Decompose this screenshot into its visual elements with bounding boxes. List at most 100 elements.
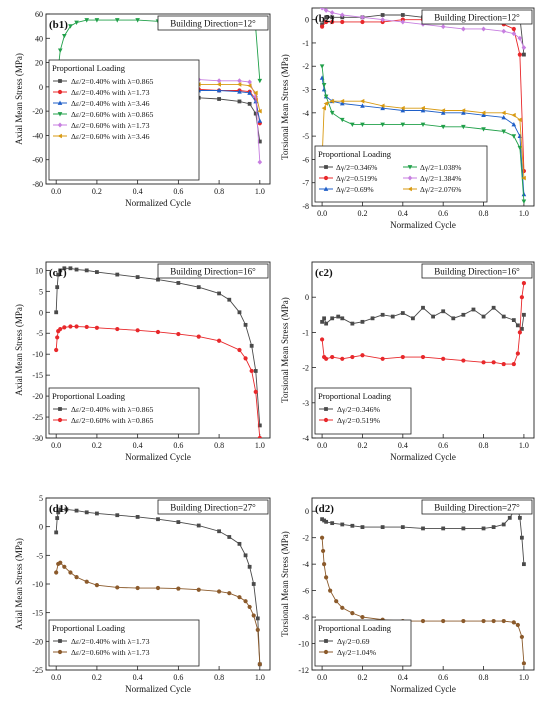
data-point [420,107,426,113]
legend-marker [57,122,63,128]
data-point [400,19,406,25]
y-tick-label: -30 [32,434,43,443]
data-point [511,26,516,32]
x-tick-label: 1.0 [519,673,529,682]
legend-entry: Δγ/2=0.69 [337,637,370,646]
legend-entry: Δγ/2=1.038% [420,163,461,172]
y-tick-label: -5 [36,329,43,338]
panel-label: (b1) [49,19,68,31]
data-point [324,356,329,361]
y-tick-label: -60 [32,156,43,165]
data-point [360,103,365,108]
x-tick-label: 0.4 [398,673,408,682]
x-tick-label: 0.6 [438,673,448,682]
data-point [515,622,520,628]
data-point [360,525,365,530]
y-tick-label: 40 [35,34,43,43]
legend-box [48,59,200,181]
y-tick-label: 0 [305,293,309,302]
data-point [257,435,262,438]
data-point [420,354,426,360]
data-point [481,112,486,118]
data-point [380,122,385,127]
x-tick-label: 0.8 [479,209,489,218]
panel-c1: 0.0 0.2 0.4 0.6 0.8 1.0 -30 -25 -20 -15 -10 -5 0 5 10 N… [14,261,271,462]
y-tick-label: -4 [302,109,309,118]
data-point [216,78,222,84]
x-tick-label: 0.8 [214,441,224,450]
data-point [481,110,486,116]
direction-box [421,499,533,515]
y-tick-label: 0 [305,16,309,25]
data-point [400,122,406,127]
data-point [62,325,67,330]
x-axis-title: Normalized Cycle [125,198,191,208]
legend-marker [57,112,63,117]
y-tick-label: -80 [32,180,43,189]
data-point [360,122,365,127]
data-point [253,369,258,373]
direction-box [421,9,533,25]
data-point [176,281,181,285]
data-point [380,356,385,361]
y-tick-label: -40 [32,131,43,140]
data-point [324,575,329,580]
direction-box [157,499,269,515]
legend-title: Proportional Loading [52,391,126,401]
legend-entry: Δε/2=0.60% with λ=1.73 [71,648,150,657]
data-point [420,618,426,624]
x-tick-label: 0.4 [133,187,143,196]
x-tick-label: 0.6 [173,187,183,196]
legend: Proportional Loading Δε/2=0.40% with λ=1.… [48,619,200,667]
data-point [501,361,506,367]
legend-marker [323,649,329,655]
legend-marker [407,175,413,181]
data-point [216,338,222,343]
panel-label: (c2) [315,267,333,279]
y-tick-label: 60 [35,10,43,19]
x-tick-label: 0.0 [51,673,61,682]
data-point [511,134,517,139]
x-tick-label: 0.8 [479,441,489,450]
data-point [156,277,160,282]
data-point [236,82,242,87]
data-point [461,526,466,531]
legend-entry: Δε/2=0.40% with λ=1.73 [71,637,150,646]
data-point [135,328,140,333]
legend-marker [324,407,328,411]
y-tick-label: -5 [36,551,43,560]
data-point [360,19,365,25]
y-axis-title: Axial Mean Stress (MPa) [14,53,24,145]
series-line-2 [321,77,525,195]
data-point [481,526,486,531]
data-point [95,270,99,274]
data-point [461,124,466,130]
y-tick-label: -25 [32,666,43,675]
data-point [249,343,254,348]
y-tick-label: -3 [302,399,309,408]
x-tick-label: 0.4 [133,441,143,450]
data-point [521,199,527,204]
legend-title: Proportional Loading [318,391,392,401]
x-tick-label: 0.2 [92,187,102,196]
y-tick-label: 0 [39,83,43,92]
data-point [421,526,425,531]
data-point [521,661,527,666]
data-point [340,316,345,321]
legend-marker [57,89,63,95]
data-point [451,316,456,321]
y-axis-title: Torsional Mean Stress (MPa) [280,54,290,160]
panel-label: (b2) [315,13,334,25]
y-axis-title: Torsional Mean Stress (MPa) [280,531,290,637]
data-point [330,316,335,321]
data-point [74,267,79,272]
data-point [441,618,446,624]
data-point [54,530,59,535]
data-point [329,98,335,104]
legend-marker [57,133,62,139]
data-point [56,510,61,515]
data-point [336,314,341,319]
data-point [441,526,446,531]
legend-marker [323,175,329,181]
data-point [57,48,63,53]
